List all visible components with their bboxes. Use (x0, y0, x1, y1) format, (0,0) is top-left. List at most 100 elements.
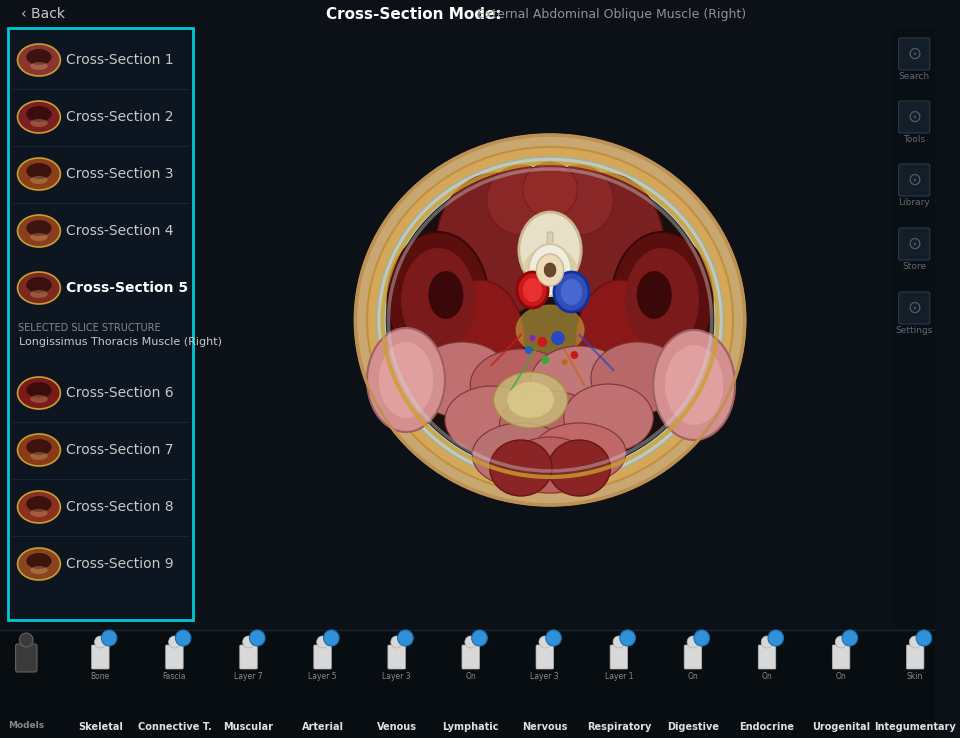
FancyBboxPatch shape (15, 644, 37, 672)
Ellipse shape (444, 386, 539, 454)
Ellipse shape (523, 162, 577, 218)
Text: Venous: Venous (376, 722, 417, 732)
Text: Models: Models (9, 721, 44, 730)
Ellipse shape (531, 346, 628, 418)
Ellipse shape (519, 212, 581, 288)
FancyBboxPatch shape (462, 645, 479, 669)
Text: Cross-Section 1: Cross-Section 1 (66, 53, 174, 67)
Text: Cross-Section 8: Cross-Section 8 (66, 500, 174, 514)
Circle shape (694, 630, 709, 646)
Text: Bone: Bone (91, 672, 110, 681)
Text: ⊙: ⊙ (907, 235, 921, 253)
Ellipse shape (17, 548, 60, 580)
Ellipse shape (17, 158, 60, 190)
Ellipse shape (388, 232, 489, 368)
Text: Longissimus Thoracis Muscle (Right): Longissimus Thoracis Muscle (Right) (19, 337, 223, 347)
Ellipse shape (562, 359, 567, 365)
Text: ⊙: ⊙ (907, 171, 921, 189)
Circle shape (102, 630, 117, 646)
Ellipse shape (436, 173, 557, 317)
FancyBboxPatch shape (899, 164, 929, 196)
Circle shape (909, 636, 921, 648)
Bar (8, 28, 193, 620)
FancyBboxPatch shape (899, 228, 929, 260)
Text: SELECTED SLICE STRUCTURE: SELECTED SLICE STRUCTURE (17, 323, 160, 333)
Text: External Abdominal Oblique Muscle (Right): External Abdominal Oblique Muscle (Right… (477, 7, 746, 21)
Ellipse shape (436, 280, 524, 400)
Ellipse shape (17, 272, 60, 304)
FancyBboxPatch shape (240, 645, 257, 669)
Circle shape (620, 630, 636, 646)
Ellipse shape (525, 346, 533, 354)
FancyBboxPatch shape (906, 645, 924, 669)
Ellipse shape (487, 165, 555, 235)
Circle shape (250, 630, 265, 646)
Ellipse shape (472, 423, 569, 487)
Ellipse shape (470, 349, 571, 421)
Ellipse shape (530, 335, 536, 341)
Ellipse shape (665, 345, 724, 425)
Ellipse shape (26, 439, 52, 455)
FancyBboxPatch shape (166, 645, 183, 669)
Circle shape (916, 630, 932, 646)
Ellipse shape (544, 263, 556, 277)
Text: Muscular: Muscular (224, 722, 274, 732)
Text: Library: Library (899, 198, 930, 207)
Ellipse shape (516, 305, 584, 355)
Ellipse shape (625, 248, 699, 352)
Circle shape (539, 636, 551, 648)
Text: Cross-Section 7: Cross-Section 7 (66, 443, 174, 457)
Text: ‹ Back: ‹ Back (21, 7, 65, 21)
Text: Cross-Section 4: Cross-Section 4 (66, 224, 174, 238)
Circle shape (687, 636, 699, 648)
Ellipse shape (26, 49, 52, 65)
Text: Skin: Skin (907, 672, 924, 681)
Ellipse shape (17, 215, 60, 247)
Ellipse shape (367, 328, 444, 432)
Ellipse shape (30, 566, 48, 574)
FancyBboxPatch shape (314, 645, 331, 669)
Ellipse shape (30, 119, 48, 127)
Ellipse shape (428, 271, 464, 319)
Text: On: On (466, 672, 476, 681)
Text: Cross-Section Mode:: Cross-Section Mode: (326, 7, 502, 21)
Ellipse shape (538, 337, 547, 347)
Ellipse shape (26, 163, 52, 179)
Circle shape (471, 630, 488, 646)
Ellipse shape (561, 279, 582, 305)
Text: Layer 1: Layer 1 (605, 672, 633, 681)
Text: ⊙: ⊙ (907, 108, 921, 126)
Text: Settings: Settings (896, 326, 933, 335)
Ellipse shape (507, 437, 593, 493)
Text: Cross-Section 6: Cross-Section 6 (66, 386, 174, 400)
Text: Cross-Section 2: Cross-Section 2 (66, 110, 174, 124)
Circle shape (169, 636, 180, 648)
Ellipse shape (554, 272, 589, 312)
Text: On: On (687, 672, 698, 681)
Text: Layer 3: Layer 3 (531, 672, 559, 681)
Ellipse shape (414, 342, 511, 418)
Text: Search: Search (899, 72, 929, 81)
Circle shape (613, 636, 625, 648)
Ellipse shape (541, 356, 549, 364)
Circle shape (391, 636, 402, 648)
Circle shape (835, 636, 847, 648)
FancyBboxPatch shape (388, 645, 405, 669)
Ellipse shape (523, 278, 542, 302)
Text: Tools: Tools (903, 135, 925, 144)
Circle shape (761, 636, 773, 648)
Ellipse shape (545, 165, 613, 235)
FancyBboxPatch shape (832, 645, 850, 669)
Ellipse shape (612, 232, 712, 368)
Text: Digestive: Digestive (667, 722, 719, 732)
Ellipse shape (548, 440, 611, 496)
Ellipse shape (17, 44, 60, 76)
Text: Store: Store (902, 262, 926, 271)
Text: Layer 5: Layer 5 (308, 672, 337, 681)
Ellipse shape (533, 423, 626, 483)
Ellipse shape (378, 342, 433, 418)
Text: ⊙: ⊙ (907, 299, 921, 317)
Text: Respiratory: Respiratory (587, 722, 651, 732)
Ellipse shape (30, 509, 48, 517)
Ellipse shape (26, 106, 52, 122)
